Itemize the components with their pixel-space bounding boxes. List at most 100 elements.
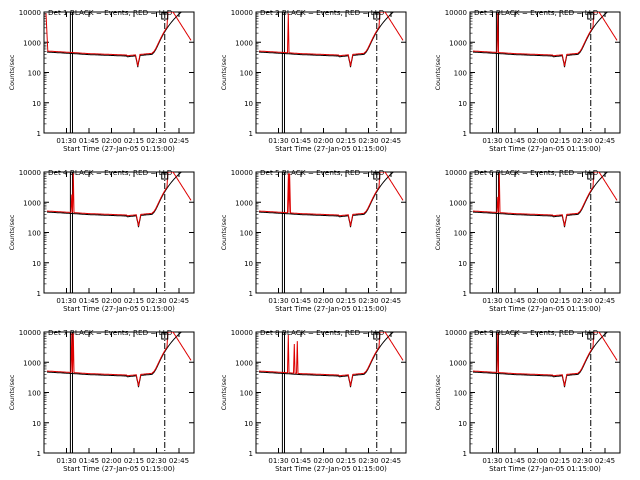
square-marker: [161, 12, 169, 20]
x-tick-label: 02:30: [572, 457, 592, 465]
plot-area: [472, 332, 618, 453]
y-axis-label: Counts/sec: [8, 214, 16, 250]
panel-det-4: 1 10 100 1000 10000 01:30 01:45 02:00 02:15 02:30…: [8, 168, 195, 313]
x-tick-label: 01:45: [291, 297, 311, 305]
y-tick-label: 1: [249, 130, 253, 138]
series-lld-line: [45, 12, 192, 67]
x-tick-label: 02:30: [358, 137, 378, 145]
x-axis-label: Start Time (27-Jan-05 01:15:00): [63, 145, 175, 153]
panel-det-3: 1 10 100 1000 10000 01:30 01:45 02:00 02:15 02:30…: [434, 8, 621, 153]
y-axis-label: Counts/sec: [220, 374, 228, 410]
x-tick-label: 01:30: [482, 457, 502, 465]
y-tick-label: 1000: [449, 39, 467, 47]
x-tick-label: 02:15: [124, 297, 144, 305]
y-tick-label: 10000: [445, 169, 467, 177]
x-tick-label: 02:30: [146, 457, 166, 465]
y-tick-label: 10000: [231, 329, 253, 337]
series-lld-line: [258, 332, 404, 387]
y-tick-label: 10000: [445, 9, 467, 17]
series-events-line: [259, 332, 395, 388]
plot-frame: [43, 331, 195, 454]
y-tick-label: 1000: [235, 39, 253, 47]
x-tick-label: 02:00: [101, 297, 121, 305]
panel-title: Det 1 BLACK = Events, RED = LLD: [48, 8, 173, 17]
x-tick-label: 01:45: [291, 137, 311, 145]
plot-area: [258, 172, 404, 293]
plot-area: [46, 332, 192, 453]
x-tick-label: 01:30: [56, 297, 76, 305]
series-lld-line: [472, 12, 618, 67]
y-axis-label: Counts/sec: [8, 54, 16, 90]
x-tick-label: 01:30: [268, 137, 288, 145]
series-lld-line: [258, 172, 404, 227]
x-tick-label: 02:45: [169, 297, 189, 305]
y-tick-label: 1000: [235, 199, 253, 207]
panel-title: Det 7 BLACK = Events, RED = LLD: [48, 328, 173, 337]
plot-frame: [43, 11, 195, 134]
x-tick-label: 01:30: [268, 297, 288, 305]
y-tick-label: 100: [240, 70, 253, 78]
plot-frame: [43, 171, 195, 294]
series-events-line: [47, 332, 183, 388]
x-tick-label: 01:45: [79, 137, 99, 145]
x-tick-label: 02:15: [336, 297, 356, 305]
panel-det-7: 1 10 100 1000 10000 01:30 01:45 02:00 02:15 02:30…: [8, 328, 195, 473]
x-tick-label: 01:30: [482, 137, 502, 145]
x-tick-label: 02:30: [572, 137, 592, 145]
x-tick-label: 01:30: [482, 297, 502, 305]
plot-area: [45, 12, 192, 133]
y-tick-label: 10: [458, 420, 467, 428]
x-axis-label: Start Time (27-Jan-05 01:15:00): [63, 305, 175, 313]
x-tick-label: 02:45: [595, 297, 615, 305]
x-tick-label: 02:15: [550, 137, 570, 145]
series-lld-line: [258, 12, 404, 67]
square-marker: [373, 172, 381, 180]
square-marker: [587, 172, 595, 180]
x-tick-label: 01:45: [505, 457, 525, 465]
series-events-line: [259, 172, 395, 228]
y-tick-label: 1: [37, 290, 41, 298]
y-tick-label: 100: [454, 70, 467, 78]
y-tick-label: 10: [32, 420, 41, 428]
x-tick-label: 02:00: [527, 297, 547, 305]
x-tick-label: 02:30: [572, 297, 592, 305]
series-events-line: [259, 12, 395, 68]
panel-title: Det 5 BLACK = Events, RED = LLD: [260, 168, 385, 177]
x-tick-label: 02:00: [313, 297, 333, 305]
y-tick-label: 1: [37, 450, 41, 458]
x-axis-label: Start Time (27-Jan-05 01:15:00): [275, 465, 387, 473]
series-lld-line: [46, 172, 192, 227]
y-tick-label: 1: [463, 130, 467, 138]
plot-area: [472, 12, 618, 133]
plot-area: [472, 172, 618, 293]
x-tick-label: 02:45: [169, 137, 189, 145]
x-axis-label: Start Time (27-Jan-05 01:15:00): [489, 465, 601, 473]
y-tick-label: 1: [37, 130, 41, 138]
y-tick-label: 1: [463, 450, 467, 458]
x-tick-label: 02:00: [527, 457, 547, 465]
square-marker: [373, 332, 381, 340]
x-tick-label: 02:15: [124, 137, 144, 145]
y-tick-label: 100: [454, 230, 467, 238]
x-tick-label: 02:00: [101, 137, 121, 145]
y-tick-label: 1: [249, 450, 253, 458]
x-tick-label: 02:45: [595, 137, 615, 145]
panel-title: Det 3 BLACK = Events, RED = LLD: [474, 8, 599, 17]
y-tick-label: 1000: [23, 39, 41, 47]
square-marker: [587, 12, 595, 20]
square-marker: [161, 172, 169, 180]
y-tick-label: 10: [244, 420, 253, 428]
y-tick-label: 1000: [23, 199, 41, 207]
x-tick-label: 02:45: [381, 297, 401, 305]
y-tick-label: 1: [249, 290, 253, 298]
y-tick-label: 10000: [19, 9, 41, 17]
y-axis-label: Counts/sec: [220, 214, 228, 250]
x-tick-label: 01:45: [79, 457, 99, 465]
y-tick-label: 10000: [231, 169, 253, 177]
y-tick-label: 10: [458, 100, 467, 108]
series-events-line: [47, 172, 183, 228]
x-tick-label: 01:45: [79, 297, 99, 305]
x-tick-label: 02:30: [358, 297, 378, 305]
y-tick-label: 10000: [445, 329, 467, 337]
